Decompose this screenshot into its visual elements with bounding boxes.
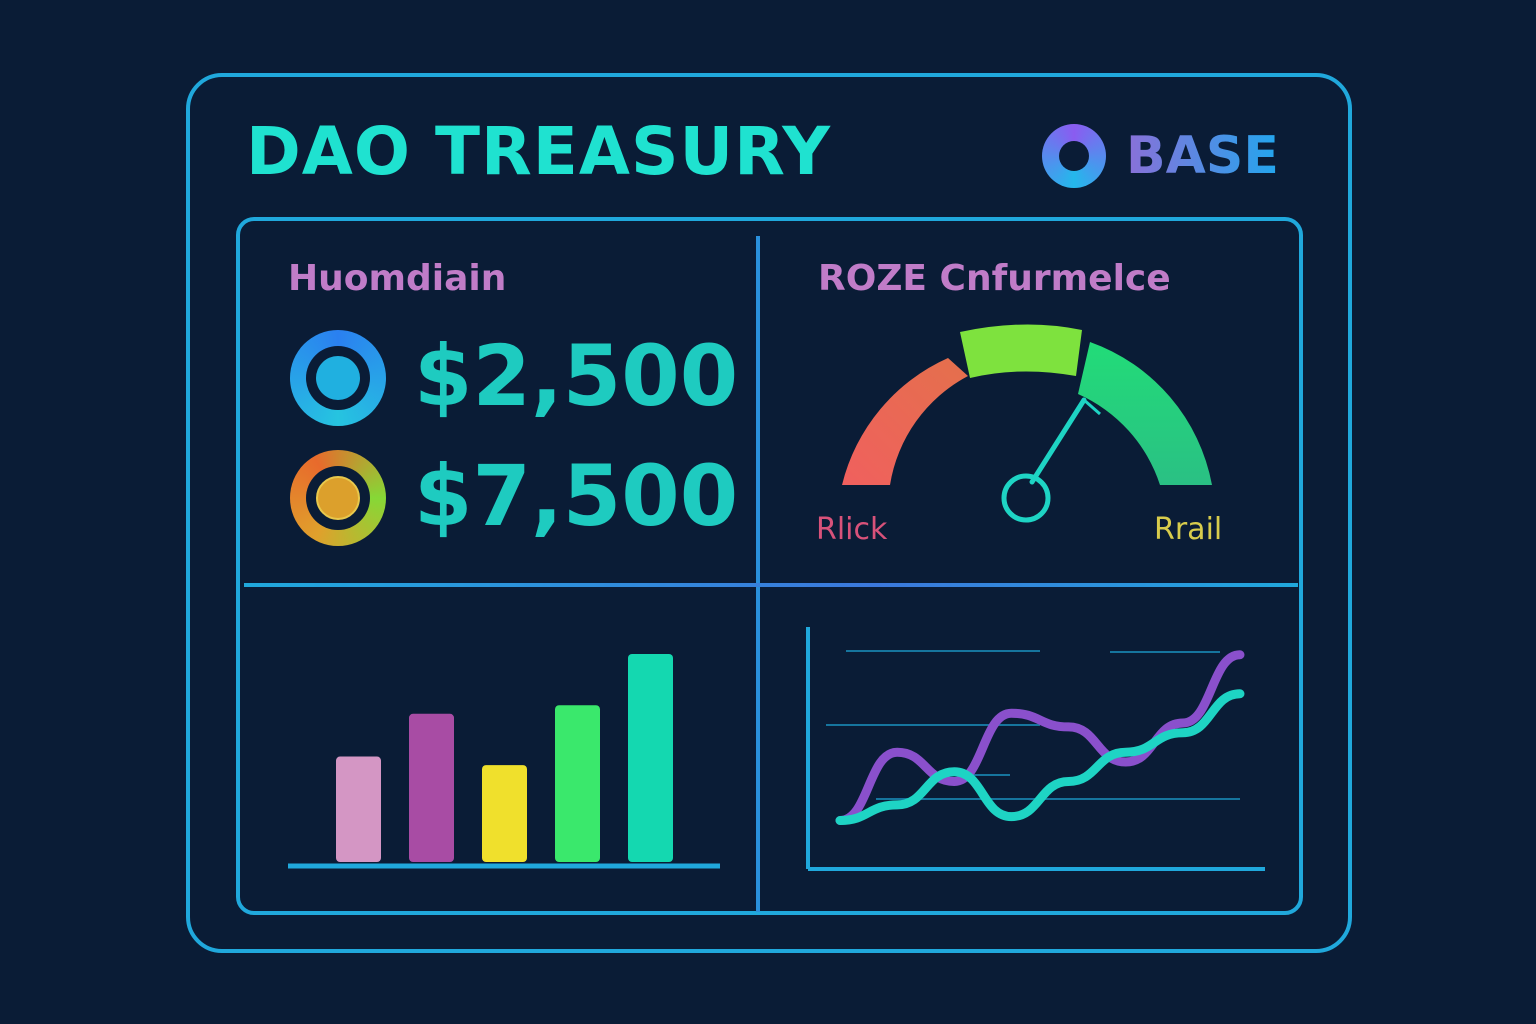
grid-lines [826, 650, 1240, 800]
series-line-teal [835, 689, 1245, 825]
vertical-divider [756, 236, 760, 912]
asset-value-1: $2,500 [414, 327, 739, 425]
bar [555, 705, 600, 862]
dashboard-frame [186, 73, 1352, 953]
horizontal-divider [244, 583, 1298, 587]
bar [336, 756, 381, 862]
holdings-label: Huomdiain [288, 258, 507, 299]
blue-token-icon [290, 330, 386, 426]
series-line-purple [835, 650, 1245, 825]
asset-value-2: $7,500 [414, 447, 739, 545]
page-title: DAO TREASURY [246, 113, 832, 190]
gauge-label: ROZE Cnfurmelce [818, 258, 1171, 299]
gauge-needle [1001, 397, 1101, 523]
panel-grid [236, 217, 1303, 915]
bar [628, 653, 673, 862]
network-label: BASE [1126, 126, 1279, 186]
gauge [842, 324, 1212, 523]
gauge-min-label: Rlick [816, 512, 888, 547]
gauge-max-label: Rrail [1154, 512, 1223, 547]
ring-icon [1042, 124, 1106, 188]
bar [409, 713, 454, 862]
network-badge[interactable]: BASE [1042, 124, 1279, 188]
bar [482, 765, 527, 862]
gauge-segment-low [842, 358, 968, 485]
gauge-segment-mid [960, 324, 1082, 378]
bar-chart [285, 630, 720, 869]
gauge-segment-high [1078, 342, 1212, 485]
line-chart [806, 627, 1265, 871]
orange-token-icon [290, 450, 386, 546]
